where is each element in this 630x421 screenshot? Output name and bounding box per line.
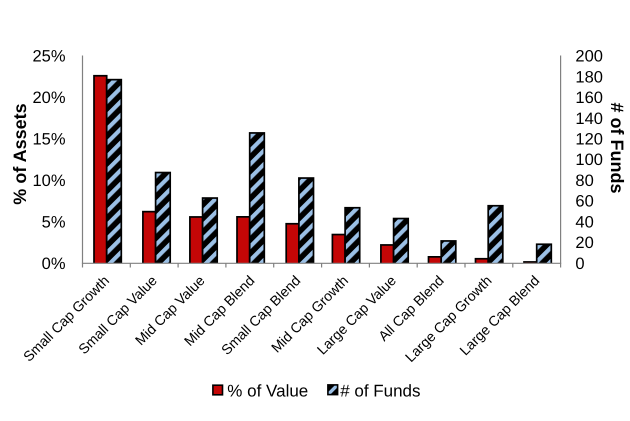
svg-text:20%: 20% xyxy=(32,89,65,107)
svg-text:15%: 15% xyxy=(32,131,65,149)
svg-text:180: 180 xyxy=(575,68,603,86)
svg-text:0%: 0% xyxy=(42,255,66,273)
svg-text:120: 120 xyxy=(575,131,603,149)
svg-text:200: 200 xyxy=(575,48,603,66)
svg-text:# of Funds: # of Funds xyxy=(340,382,420,401)
svg-text:20: 20 xyxy=(575,234,593,252)
svg-text:40: 40 xyxy=(575,213,593,231)
svg-text:# of Funds: # of Funds xyxy=(607,103,627,194)
svg-text:140: 140 xyxy=(575,110,603,128)
svg-text:25%: 25% xyxy=(32,48,65,66)
svg-text:80: 80 xyxy=(575,172,593,190)
svg-text:0: 0 xyxy=(575,255,584,273)
svg-text:% of Value: % of Value xyxy=(227,382,308,401)
svg-text:160: 160 xyxy=(575,89,603,107)
svg-text:% of Assets: % of Assets xyxy=(10,103,30,204)
svg-text:10%: 10% xyxy=(32,172,65,190)
svg-text:100: 100 xyxy=(575,151,603,169)
svg-text:5%: 5% xyxy=(42,213,66,231)
svg-text:60: 60 xyxy=(575,193,593,211)
